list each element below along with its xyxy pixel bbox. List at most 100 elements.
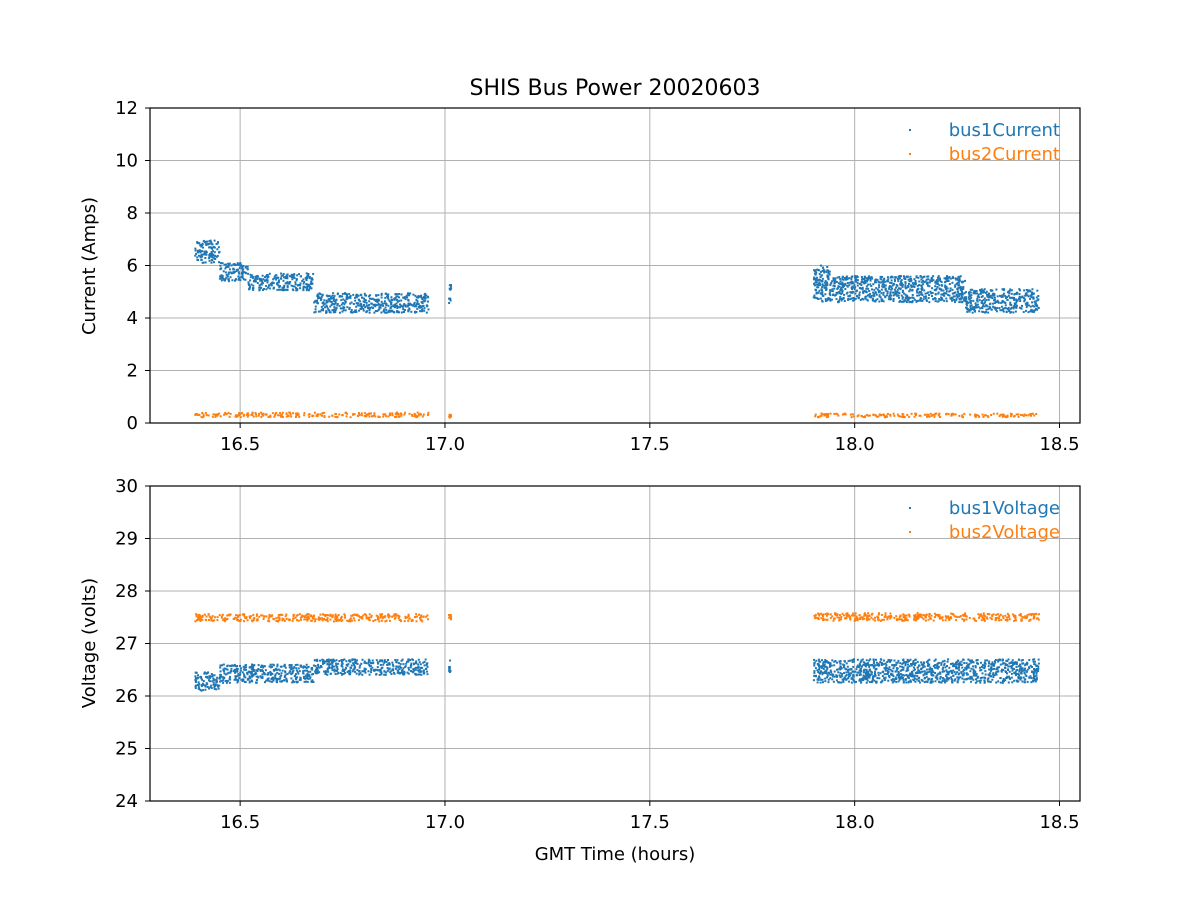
- bus1Voltage-point: [998, 659, 1001, 662]
- bus1Voltage-point: [822, 671, 825, 674]
- bus1Voltage-point: [852, 673, 855, 676]
- bus1Current-point: [236, 262, 239, 265]
- bus1Voltage-point: [409, 669, 412, 672]
- bus1Current-point: [238, 272, 241, 275]
- bus2Current-point: [449, 414, 452, 417]
- bus1Current-point: [868, 277, 871, 280]
- bus1Voltage-point: [391, 661, 394, 664]
- bus1Current-point: [208, 242, 211, 245]
- bus1Voltage-point: [206, 675, 209, 678]
- bus1Voltage-point: [1001, 659, 1004, 662]
- bus1Voltage-point: [327, 660, 330, 663]
- bus1Current-point: [1015, 301, 1018, 304]
- bus2Current-point: [377, 415, 380, 418]
- bus2Current-point: [215, 413, 218, 416]
- bus1Current-point: [252, 279, 255, 282]
- bus1Voltage-point: [918, 669, 921, 672]
- bus1Current-point: [968, 308, 971, 311]
- bus1Current-point: [314, 300, 317, 303]
- bus1Voltage-point: [856, 658, 859, 661]
- bus2Voltage-point: [1005, 616, 1008, 619]
- bus1Voltage-point: [962, 670, 965, 673]
- bus2Voltage-point: [340, 615, 343, 618]
- bus1Voltage-point: [323, 670, 326, 673]
- bus1Current-point: [850, 276, 853, 279]
- bus1Current-point: [376, 310, 379, 313]
- bus1Current-point: [898, 292, 901, 295]
- bus1Voltage-point: [213, 687, 216, 690]
- bus1Voltage-point: [316, 667, 319, 670]
- bus1Voltage-point: [419, 666, 422, 669]
- bus1Current-point: [286, 273, 289, 276]
- bus1Current-point: [325, 309, 328, 312]
- bus1Current-point: [1005, 296, 1008, 299]
- bus1Current-point: [414, 294, 417, 297]
- bus1Voltage-point: [835, 675, 838, 678]
- bus2Current-point: [368, 412, 371, 415]
- bus1Current-point: [334, 311, 337, 314]
- bus1Current-point: [932, 275, 935, 278]
- bus1Voltage-point: [859, 679, 862, 682]
- bus2Voltage-point: [368, 616, 371, 619]
- bus1Voltage-point: [1019, 665, 1022, 668]
- bus1Current-point: [423, 293, 426, 296]
- current-y-axis-label: Current (Amps): [79, 197, 100, 335]
- bus1Current-point: [308, 275, 311, 278]
- bus1Current-point: [206, 240, 209, 243]
- bus1Voltage-point: [422, 671, 425, 674]
- bus1Current-point: [1004, 294, 1007, 297]
- bus1Current-point: [237, 278, 240, 281]
- bus1Voltage-point: [976, 662, 979, 665]
- bus2Current-point: [258, 412, 261, 415]
- bus1Voltage-point: [356, 669, 359, 672]
- bus2Voltage-point: [317, 616, 320, 619]
- bus1Current-point: [834, 293, 837, 296]
- bus1Current-point: [302, 278, 305, 281]
- bus1Voltage-point: [867, 673, 870, 676]
- bus1Voltage-point: [218, 684, 221, 687]
- bus1Voltage-point: [846, 665, 849, 668]
- bus1Voltage-point: [925, 680, 928, 683]
- bus1Voltage-point: [1021, 667, 1024, 670]
- bus1Voltage-point: [222, 676, 225, 679]
- bus2Voltage-point: [201, 614, 204, 617]
- bus1Current-point: [325, 299, 328, 302]
- bus2Voltage-point: [326, 620, 329, 623]
- bus2Current-point: [933, 413, 936, 416]
- bus1Current-point: [305, 289, 308, 292]
- bus2Current-point: [1028, 413, 1031, 416]
- bus1Current-point: [352, 302, 355, 305]
- bus1Current-point: [828, 293, 831, 296]
- bus1Voltage-point: [1032, 674, 1035, 677]
- bus1Current-point: [360, 303, 363, 306]
- bus1Voltage-point: [1023, 681, 1026, 684]
- bus1Voltage-point: [1023, 671, 1026, 674]
- bus1Voltage-point: [393, 672, 396, 675]
- bus1Current-point: [202, 253, 205, 256]
- bus1Current-point: [980, 289, 983, 292]
- bus1Voltage-point: [370, 669, 373, 672]
- bus1Current-point: [968, 293, 971, 296]
- bus1Current-point: [272, 282, 275, 285]
- bus2Voltage-point: [327, 614, 330, 617]
- bus1Voltage-point: [329, 672, 332, 675]
- bus1Voltage-point: [926, 681, 929, 684]
- bus1Current-point: [921, 288, 924, 291]
- bus1Current-point: [858, 287, 861, 290]
- bus2Voltage-point: [278, 614, 281, 617]
- bus1Voltage-point: [859, 681, 862, 684]
- bus1Voltage-point: [349, 671, 352, 674]
- bus2Current-point: [238, 414, 241, 417]
- bus1Current-point: [974, 304, 977, 307]
- bus1Current-point: [242, 268, 245, 271]
- bus1Current-point: [1013, 305, 1016, 308]
- bus1Current-point: [939, 280, 942, 283]
- bus1Current-point: [205, 251, 208, 254]
- bus1Voltage-point: [422, 670, 425, 673]
- bus1Current-point: [378, 307, 381, 310]
- bus1Current-point: [1004, 307, 1007, 310]
- bus1Current-point: [196, 242, 199, 245]
- bus1Voltage-point: [820, 665, 823, 668]
- bus2Current-point: [403, 413, 406, 416]
- bus1Voltage-point: [960, 660, 963, 663]
